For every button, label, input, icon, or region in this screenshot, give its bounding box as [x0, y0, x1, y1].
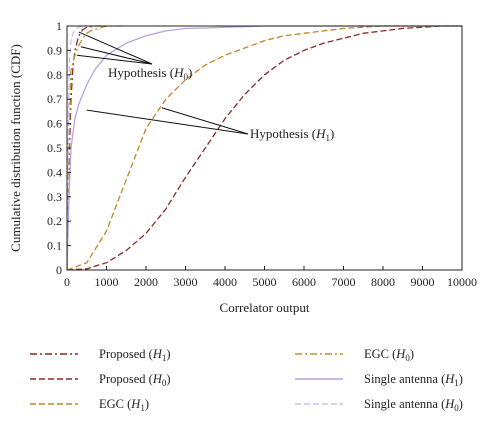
x-tick-label: 6000	[292, 275, 316, 289]
legend-entry-6: Single antenna (H0)	[364, 397, 463, 413]
series-layer	[67, 25, 462, 270]
legend-entry-4: EGC (H0)	[364, 347, 414, 363]
x-tick-label: 7000	[332, 275, 356, 289]
y-tick-label: 0.5	[47, 141, 62, 155]
y-tick-label: 0.9	[47, 43, 62, 57]
y-tick-label: 0.8	[47, 68, 62, 82]
x-tick-label: 4000	[213, 275, 237, 289]
y-tick-label: 0.6	[47, 117, 62, 131]
series-line-2	[67, 25, 462, 270]
legend-entry-3: EGC (H1)	[99, 397, 149, 413]
y-tick-label: 0.3	[47, 190, 62, 204]
x-axis-label: Correlator output	[220, 300, 310, 315]
x-tick-label: 8000	[371, 275, 395, 289]
y-tick-label: 0	[56, 263, 62, 277]
y-tick-label: 1	[56, 19, 62, 33]
x-tick-label: 2000	[134, 275, 158, 289]
plot-frame	[66, 25, 463, 271]
annotation-pointer	[86, 109, 249, 135]
series-line-4	[67, 25, 127, 270]
series-line-3	[67, 25, 462, 270]
y-tick-label: 0.4	[47, 165, 62, 179]
y-tick-label: 0.7	[47, 92, 62, 106]
annotation-pointer	[80, 46, 153, 65]
annotation-h0: Hypothesis (H0)	[108, 65, 192, 82]
ticks-layer: 0 1000 2000 3000 4000 5000 6000 7000 8000 9000 100…	[47, 19, 477, 289]
y-tick-label: 0.1	[47, 239, 62, 253]
annotation-pointer	[76, 54, 153, 65]
y-axis-label: Cumulative distribution function (CDF)	[8, 44, 23, 252]
series-line-5	[67, 25, 462, 270]
annotation-h1: Hypothesis (H1)	[250, 126, 334, 143]
legend-entry-5: Single antenna (H1)	[364, 372, 463, 388]
x-tick-label: 3000	[174, 275, 198, 289]
annotation-pointer	[78, 31, 153, 65]
annotation-pointer	[161, 107, 249, 135]
x-tick-label: 10000	[447, 275, 477, 289]
y-tick-label: 0.2	[47, 214, 62, 228]
legend-entry-2: Proposed (H0)	[99, 372, 171, 388]
x-tick-label: 1000	[95, 275, 119, 289]
legend-entry-1: Proposed (H1)	[99, 347, 171, 363]
x-tick-label: 0	[64, 275, 70, 289]
legend: Proposed (H1) Proposed (H0) EGC (H1) EGC (H…	[30, 347, 463, 413]
x-tick-label: 5000	[253, 275, 277, 289]
annotation-layer: Hypothesis (H0) Hypothesis (H1)	[76, 31, 334, 143]
x-tick-label: 9000	[411, 275, 435, 289]
